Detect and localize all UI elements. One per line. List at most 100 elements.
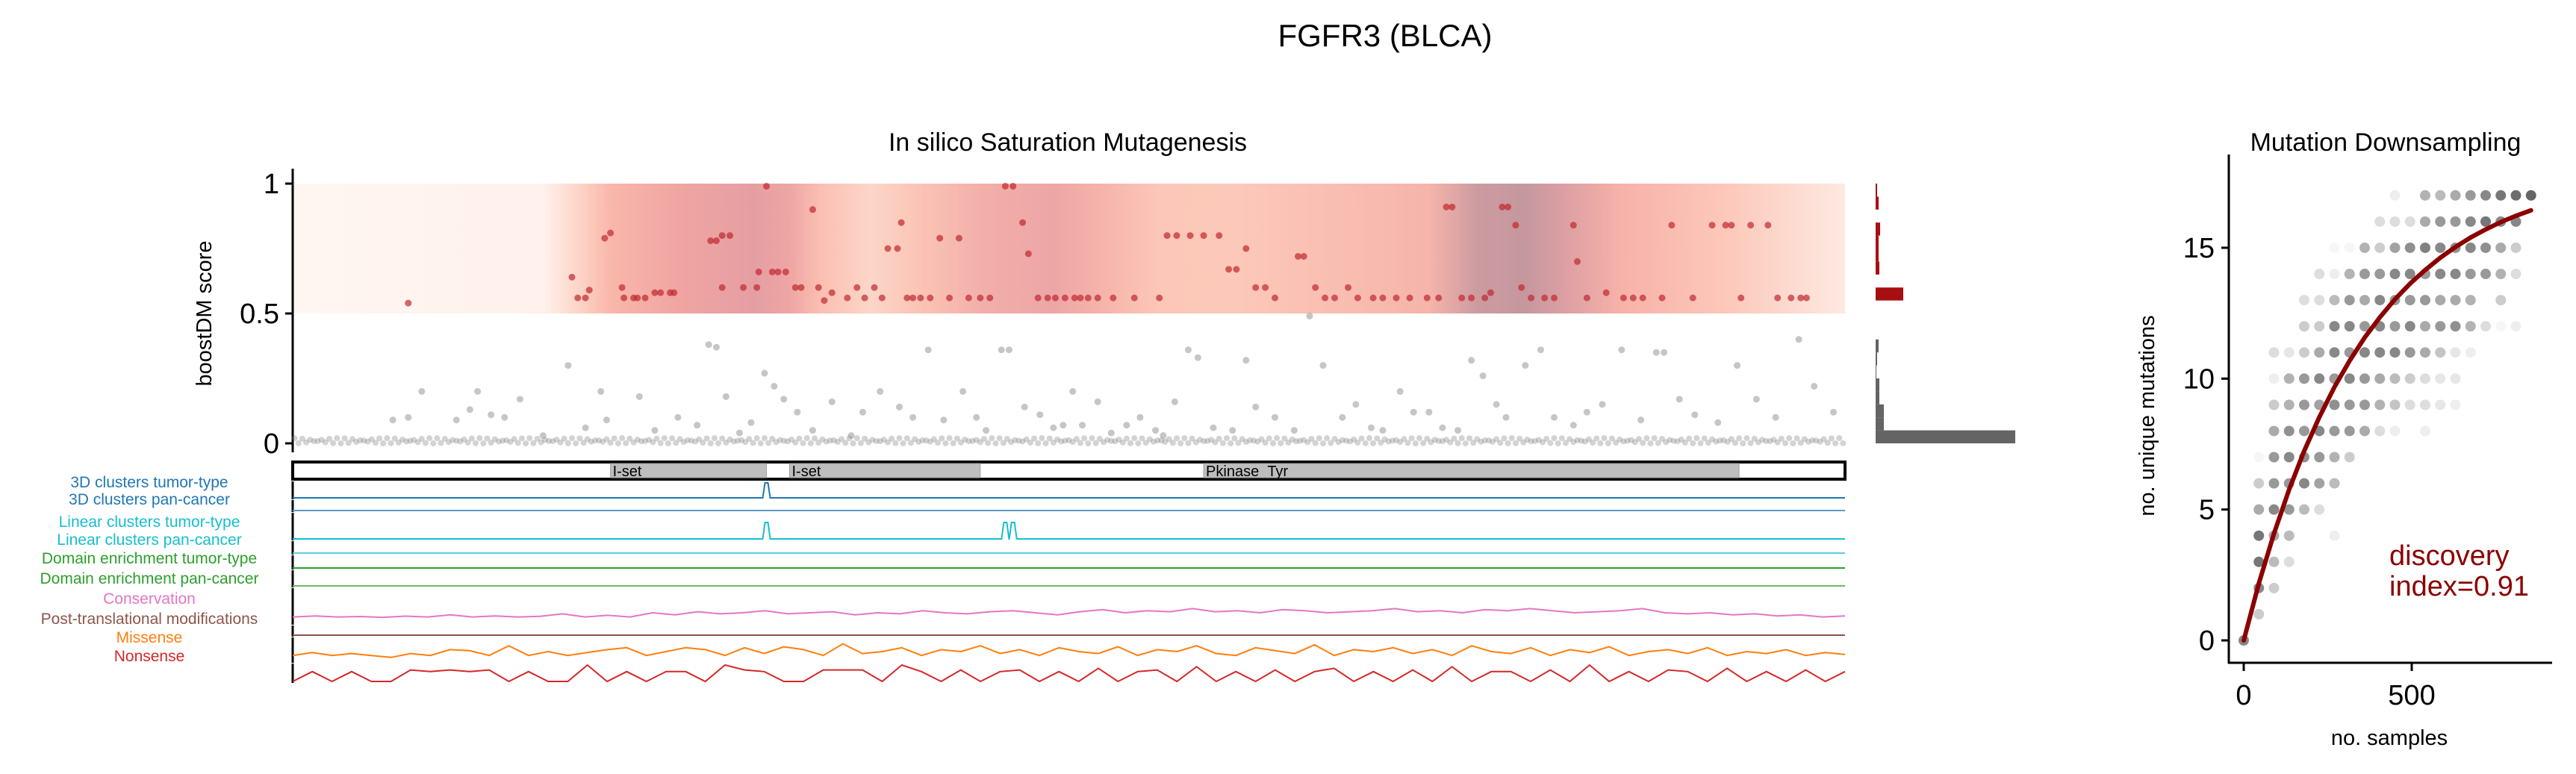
downsampling-point (2359, 425, 2370, 437)
driver-point (1019, 219, 1027, 226)
passenger-point (1021, 403, 1028, 411)
baseline-point (657, 440, 664, 446)
downsampling-point (2283, 347, 2295, 358)
baseline-point (711, 435, 718, 442)
baseline-point (1732, 440, 1738, 446)
driver-point (1051, 294, 1059, 302)
baseline-point (1743, 435, 1750, 442)
driver-point (917, 294, 924, 302)
baseline-point (1127, 440, 1134, 446)
track-label: Linear clusters tumor-type (59, 514, 240, 531)
baseline-point (326, 435, 333, 442)
baseline-point (430, 440, 437, 446)
baseline-point (596, 437, 603, 444)
driver-point (815, 284, 822, 291)
baseline-point (1000, 440, 1007, 446)
baseline-point (1408, 435, 1415, 442)
baseline-point (942, 440, 949, 446)
baseline-point (1643, 435, 1650, 442)
driver-point (1668, 222, 1676, 229)
driver-point (727, 232, 734, 240)
baseline-point (600, 438, 606, 445)
baseline-point (553, 437, 560, 443)
driver-point (1262, 284, 1269, 291)
baseline-point (1196, 437, 1203, 443)
downsampling-point (2253, 608, 2265, 619)
baseline-point (865, 439, 872, 446)
passenger-point (940, 416, 948, 424)
driver-point (1518, 284, 1525, 291)
baseline-point (1709, 436, 1716, 443)
baseline-point (368, 436, 375, 443)
downsampling-point (2314, 452, 2325, 463)
downsampling-point (2329, 347, 2340, 358)
baseline-point (1235, 440, 1242, 446)
downsampling-point (2359, 373, 2370, 384)
domain-block (788, 463, 981, 478)
downsampling-point (2299, 478, 2309, 489)
baseline-point (318, 437, 325, 443)
downsampling-point (2480, 321, 2491, 332)
baseline-point (1797, 440, 1804, 446)
baseline-point (946, 435, 953, 442)
downsampling-point (2344, 373, 2355, 384)
baseline-point (1192, 439, 1199, 446)
baseline-point (815, 440, 822, 446)
baseline-point (1462, 440, 1469, 446)
downsampling-point (2465, 321, 2476, 332)
baseline-point (950, 440, 956, 446)
downsampling-point (2329, 295, 2340, 306)
passenger-point (1050, 424, 1057, 431)
baseline-point (1412, 440, 1419, 446)
passenger-point (582, 424, 589, 431)
baseline-point (803, 435, 810, 442)
baseline-point (1590, 440, 1596, 446)
baseline-point (1116, 437, 1122, 443)
driver-point (1156, 294, 1163, 302)
baseline-point (1547, 440, 1554, 446)
baseline-point (518, 435, 525, 442)
baseline-point (1173, 435, 1180, 442)
baseline-point (823, 438, 830, 445)
baseline-point (850, 440, 856, 446)
passenger-point (959, 387, 967, 395)
downsampling-point (2268, 478, 2280, 489)
track-label: 3D clusters pan-cancer (69, 491, 230, 508)
driver-point (405, 299, 412, 307)
baseline-point (611, 435, 617, 442)
baseline-point (1135, 440, 1142, 446)
baseline-point (953, 435, 960, 442)
baseline-point (1393, 437, 1399, 443)
baseline-point (1324, 435, 1331, 442)
baseline-point (1050, 440, 1057, 446)
baseline-point (1262, 440, 1269, 446)
baseline-point (1292, 438, 1299, 445)
downsampling-point (2299, 399, 2309, 411)
baseline-point (1119, 439, 1126, 446)
passenger-point (722, 393, 729, 400)
score-histogram (1876, 184, 2015, 443)
driver-point (894, 245, 901, 252)
baseline-point (1131, 435, 1138, 442)
baseline-point (1251, 437, 1257, 444)
baseline-point (676, 436, 683, 443)
passenger-point (1396, 387, 1404, 395)
driver-point (1602, 289, 1610, 296)
baseline-point (1674, 438, 1681, 445)
baseline-point (1224, 435, 1231, 442)
baseline-point (696, 436, 703, 443)
passenger-point (1210, 424, 1217, 431)
baseline-point (411, 437, 417, 443)
baseline-point (322, 439, 329, 446)
track-label: Post-translational modifications (41, 611, 258, 628)
downsampling-point (2329, 452, 2340, 463)
baseline-point (857, 440, 864, 446)
passenger-point (998, 346, 1005, 354)
passenger-point (1734, 362, 1741, 369)
baseline-point (372, 440, 379, 446)
downsampling-point (2404, 242, 2415, 253)
baseline-point (449, 437, 456, 443)
driver-point (1764, 222, 1772, 229)
driver-point (1406, 294, 1413, 302)
passenger-point (909, 413, 917, 421)
